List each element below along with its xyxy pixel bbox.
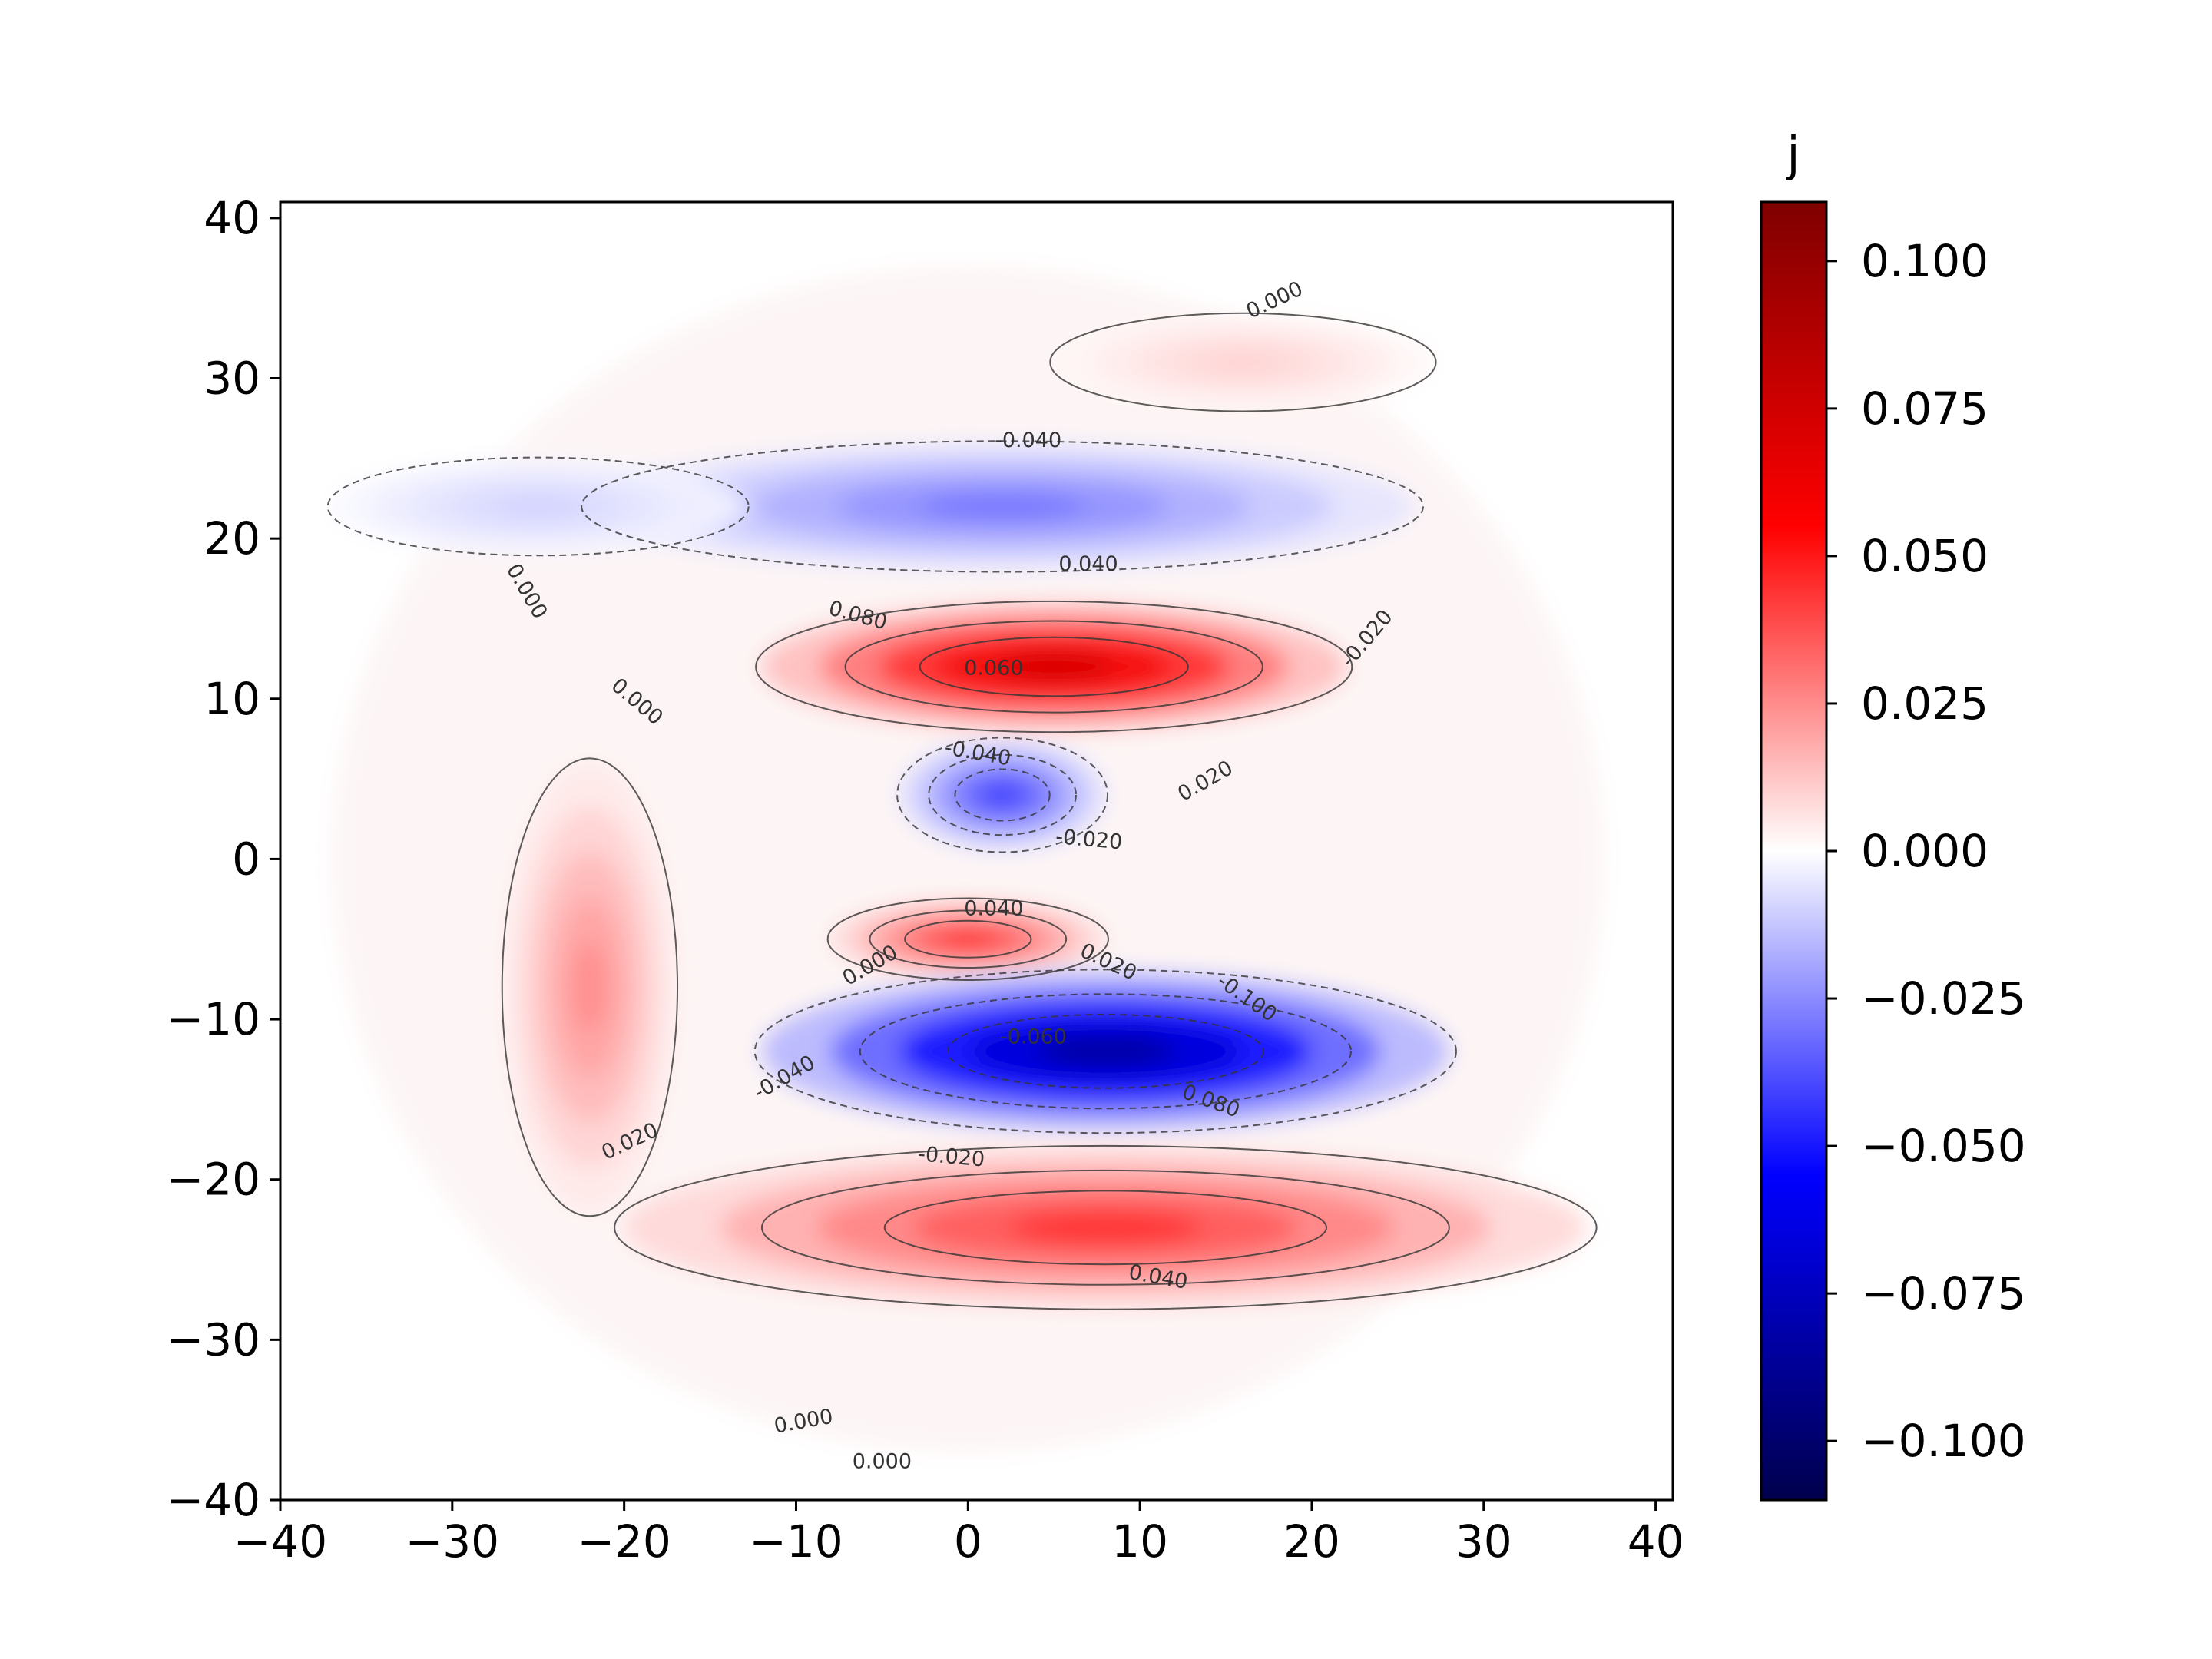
y-tick-label: 20 (204, 512, 260, 565)
field-ring (1036, 1035, 1174, 1068)
x-tick-label: 40 (1628, 1515, 1684, 1568)
contour-label: 0.040 (1058, 552, 1118, 576)
field-region-negative-crescent-lower (761, 971, 1450, 1132)
y-tick-label: 0 (232, 833, 260, 885)
x-tick-label: −40 (233, 1515, 327, 1568)
contour-line (869, 909, 1068, 969)
x-tick-label: −10 (749, 1515, 843, 1568)
y-tick-label: −40 (167, 1474, 260, 1526)
contour-line (859, 993, 1352, 1110)
contour-line (581, 440, 1425, 573)
x-tick-label: 30 (1455, 1515, 1512, 1568)
x-tick-label: 0 (954, 1515, 982, 1568)
contour-line (760, 1169, 1450, 1286)
contour-label: -0.020 (917, 1142, 985, 1171)
contour-line (614, 1144, 1598, 1310)
contour-line (1049, 312, 1437, 412)
colorbar-tick-label: 0.025 (1861, 677, 1988, 730)
contour-line (826, 897, 1109, 981)
contour-label: -0.020 (1055, 825, 1123, 854)
colorbar-tick-label: 0.000 (1861, 825, 1988, 877)
y-tick-label: −10 (167, 993, 260, 1045)
field-ring (572, 942, 608, 1032)
contour-label: 0.060 (964, 656, 1023, 680)
field-ring (1009, 1211, 1202, 1244)
contour-label: 0.000 (853, 1449, 912, 1473)
field-region-negative-arc-top-left (332, 458, 745, 555)
colorbar-tick-label: 0.075 (1861, 382, 1988, 435)
field-ring (940, 931, 996, 948)
contour-line (919, 636, 1189, 697)
x-tick-label: −30 (406, 1515, 499, 1568)
x-tick-label: 10 (1111, 1515, 1168, 1568)
colorbar-ticks: 0.100 0.075 0.050 0.025 0.000 −0.025 −0.050 −0.… (1826, 235, 2026, 1467)
y-tick-label: 30 (204, 353, 260, 405)
contour-line (928, 753, 1077, 836)
field-region-positive-crescent-lower (624, 1147, 1588, 1308)
colorbar-tick-label: 0.050 (1861, 530, 1988, 582)
y-tick-label: −30 (167, 1313, 260, 1366)
y-tick-label: 10 (204, 673, 260, 725)
contour-line (954, 768, 1051, 822)
contour-label: -0.060 (1000, 1025, 1067, 1048)
contour-line (755, 600, 1353, 733)
x-tick-label: −20 (577, 1515, 671, 1568)
x-axis: −40 −30 −20 −10 0 10 20 30 40 (233, 1500, 1684, 1568)
contour-line (896, 737, 1109, 853)
field-region-positive-arc-outer-left (503, 763, 676, 1212)
contour-line (904, 919, 1032, 959)
field-region-positive-arc-top-right (1054, 314, 1432, 411)
contour-label: 0.040 (964, 896, 1023, 920)
colorbar-tick-label: −0.100 (1861, 1415, 2026, 1467)
colorbar-bar (1760, 200, 1828, 1502)
colorbar-title: j (1785, 126, 1800, 182)
contour-line (753, 969, 1457, 1134)
field-region-negative-crescent-upper (589, 442, 1416, 571)
y-axis: 40 30 20 10 0 −10 −20 −30 −40 (167, 192, 280, 1526)
field-ring (497, 496, 580, 516)
field-ring (982, 783, 1023, 806)
field-layer (332, 266, 1604, 1452)
contour-label: -0.040 (995, 429, 1061, 452)
contour-line (501, 757, 679, 1217)
y-tick-label: −20 (167, 1154, 260, 1206)
colorbar-tick-label: −0.050 (1861, 1120, 2026, 1172)
field-ring (995, 654, 1113, 680)
contour-line (844, 620, 1263, 714)
field-ring (919, 493, 1085, 520)
colorbar-tick-label: 0.100 (1861, 235, 1988, 287)
contour-line (946, 1013, 1264, 1089)
field-ring (1205, 353, 1281, 373)
contour-line (326, 456, 750, 557)
contour-line (883, 1190, 1328, 1266)
colorbar: j 0.100 0.075 0.050 0.025 0.000 −0.025 −0.050 −… (1760, 126, 2026, 1502)
x-tick-label: 20 (1283, 1515, 1340, 1568)
plot-frame (279, 200, 1674, 1502)
y-tick-label: 40 (204, 192, 260, 244)
contour-layer (326, 312, 1598, 1310)
colorbar-tick-label: −0.025 (1861, 972, 2026, 1025)
colorbar-tick-label: −0.075 (1861, 1267, 2026, 1320)
